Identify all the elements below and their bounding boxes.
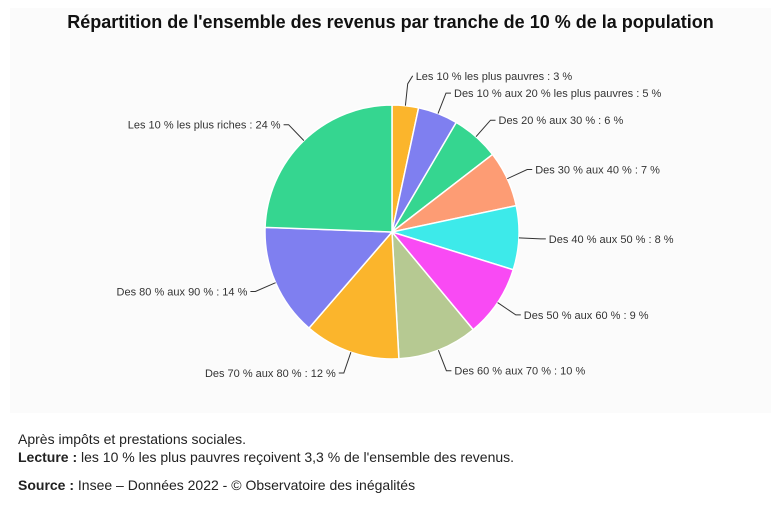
slice-label-3: Des 20 % aux 30 % : 6 % <box>499 115 624 127</box>
slice-label-5: Des 40 % aux 50 % : 8 % <box>549 234 674 246</box>
leader-line-6 <box>497 302 521 316</box>
footer: Après impôts et prestations sociales. Le… <box>18 430 514 494</box>
source-label: Source : <box>18 477 75 493</box>
slice-label-9: Des 80 % aux 90 % : 14 % <box>117 287 248 299</box>
pie-slice-10 <box>264 104 393 233</box>
slice-label-4: Des 30 % aux 40 % : 7 % <box>535 165 660 177</box>
leader-line-10 <box>283 124 305 141</box>
pie-chart: Les 10 % les plus pauvres : 3 % Des 10 % … <box>117 71 674 380</box>
pie-slice-8 <box>307 230 400 360</box>
chart-title: Répartition de l'ensemble des revenus pa… <box>67 12 714 32</box>
leader-line-1 <box>404 75 414 106</box>
footer-source: Source : Insee – Données 2022 - © Observ… <box>18 476 514 494</box>
leader-line-2 <box>437 92 451 114</box>
leader-line-7 <box>437 350 452 372</box>
slice-label-8: Des 70 % aux 80 % : 12 % <box>205 368 336 380</box>
leader-line-5 <box>518 237 546 240</box>
leader-line-4 <box>507 169 533 180</box>
leader-line-9 <box>250 282 276 292</box>
slice-label-2: Des 10 % aux 20 % les plus pauvres : 5 % <box>454 88 661 100</box>
slice-label-7: Des 60 % aux 70 % : 10 % <box>454 366 585 378</box>
pie-slice-9 <box>264 226 394 330</box>
footer-note: Après impôts et prestations sociales. <box>18 431 246 447</box>
slice-label-10: Les 10 % les plus riches : 24 % <box>128 120 281 132</box>
footer-lecture: Lecture : les 10 % les plus pauvres reço… <box>18 448 514 466</box>
lecture-label: Lecture : <box>18 449 78 465</box>
pie-slice-7 <box>391 229 475 360</box>
slice-label-6: Des 50 % aux 60 % : 9 % <box>524 310 649 322</box>
slice-label-1: Les 10 % les plus pauvres : 3 % <box>416 71 573 83</box>
leader-line-3 <box>475 119 496 138</box>
lecture-text: les 10 % les plus pauvres reçoivent 3,3 … <box>77 449 515 465</box>
leader-line-8 <box>338 352 352 374</box>
source-text: Insee – Données 2022 - © Observatoire de… <box>74 477 416 493</box>
